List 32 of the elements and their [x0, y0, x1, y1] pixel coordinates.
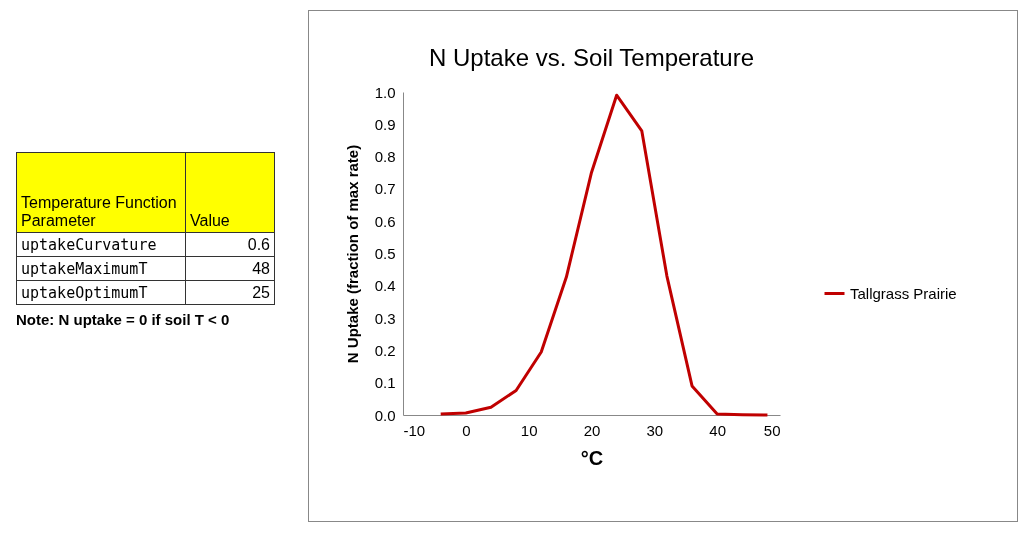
- x-tick-label: 40: [709, 421, 727, 439]
- text: Value: [185, 152, 275, 233]
- chart-title: N Uptake vs. Soil Temperature: [428, 44, 755, 71]
- text: Temperature Function Parameter: [16, 152, 186, 233]
- y-tick-label: 1.0: [374, 83, 396, 101]
- data-label: 0.6: [185, 232, 275, 257]
- x-tick-label: 20: [583, 421, 601, 439]
- legend-label: Tallgrass Prairie: [850, 284, 957, 302]
- y-tick-label: 0.4: [374, 277, 396, 295]
- y-tick-label: 0.0: [374, 406, 396, 424]
- x-tick-label: 50: [763, 421, 781, 439]
- y-tick-label: 0.3: [374, 309, 396, 327]
- text: Note: N uptake = 0 if soil T < 0: [16, 311, 231, 328]
- category-label: uptakeOptimumT: [16, 280, 186, 305]
- category-label: uptakeCurvature: [16, 232, 186, 257]
- x-tick-label: 0: [462, 421, 471, 439]
- x-tick-label: 30: [646, 421, 664, 439]
- y-tick-label: 0.6: [374, 212, 396, 230]
- y-tick-label: 0.9: [374, 115, 396, 133]
- y-tick-label: 0.1: [374, 374, 396, 392]
- data-label: 25: [185, 280, 275, 305]
- x-tick-label: -10: [403, 421, 426, 439]
- y-axis-title: N Uptake (fraction of max rate): [343, 144, 361, 364]
- line-series: [439, 93, 769, 417]
- y-tick-label: 0.8: [374, 148, 396, 166]
- data-label: 48: [185, 256, 275, 281]
- category-label: uptakeMaximumT: [16, 256, 186, 281]
- x-tick-label: 10: [520, 421, 538, 439]
- y-tick-label: 0.7: [374, 180, 396, 198]
- y-tick-label: 0.5: [374, 245, 396, 262]
- x-axis-title: °C: [580, 446, 604, 469]
- y-tick-label: 0.2: [374, 341, 396, 359]
